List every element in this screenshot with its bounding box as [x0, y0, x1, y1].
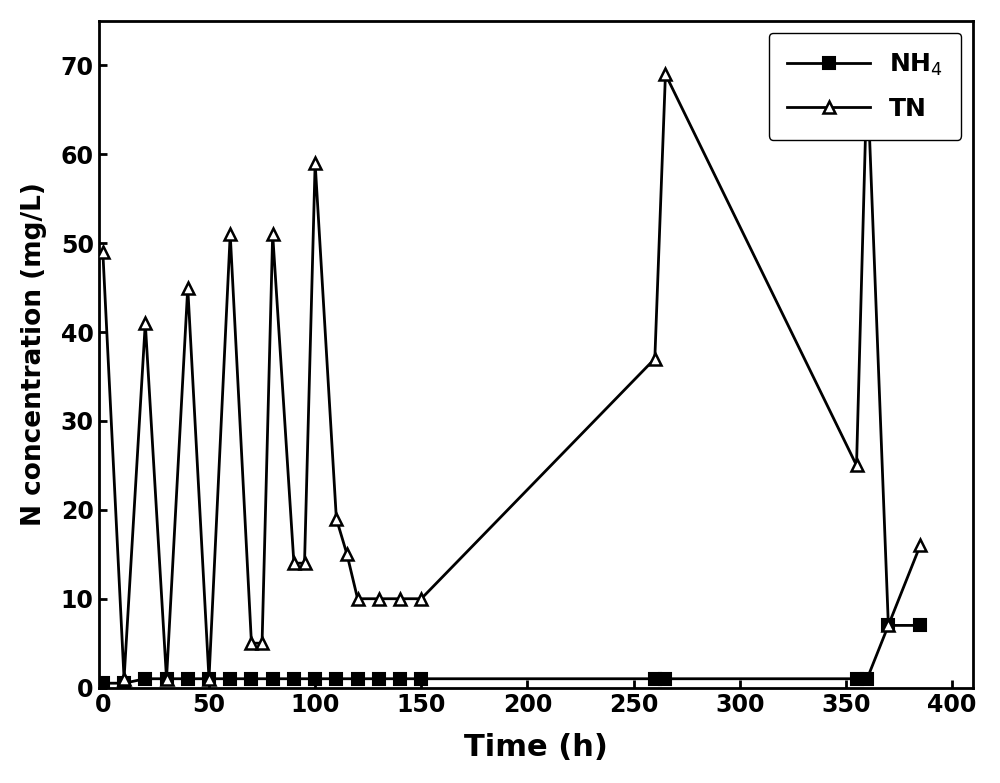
- TN: [182, 283, 194, 292]
- NH$_4$: [182, 674, 194, 684]
- NH$_4$: [245, 674, 257, 684]
- TN: [649, 354, 661, 363]
- NH$_4$: [659, 674, 671, 684]
- Line: TN: TN: [97, 69, 926, 684]
- NH$_4$: [203, 674, 215, 684]
- NH$_4$: [649, 674, 661, 684]
- NH$_4$: [352, 674, 364, 684]
- NH$_4$: [139, 674, 151, 684]
- TN: [914, 541, 926, 550]
- TN: [861, 70, 873, 79]
- NH$_4$: [394, 674, 406, 684]
- TN: [288, 558, 300, 568]
- NH$_4$: [118, 679, 130, 688]
- TN: [299, 558, 311, 568]
- TN: [415, 594, 427, 604]
- TN: [118, 674, 130, 684]
- NH$_4$: [415, 674, 427, 684]
- NH$_4$: [161, 674, 173, 684]
- TN: [394, 594, 406, 604]
- X-axis label: Time (h): Time (h): [464, 733, 608, 762]
- NH$_4$: [851, 674, 863, 684]
- NH$_4$: [373, 674, 385, 684]
- NH$_4$: [330, 674, 342, 684]
- TN: [341, 550, 353, 559]
- TN: [309, 158, 321, 168]
- TN: [203, 674, 215, 684]
- TN: [373, 594, 385, 604]
- TN: [267, 229, 279, 239]
- TN: [256, 638, 268, 648]
- NH$_4$: [97, 679, 109, 688]
- NH$_4$: [224, 674, 236, 684]
- TN: [659, 70, 671, 79]
- NH$_4$: [288, 674, 300, 684]
- TN: [139, 319, 151, 328]
- NH$_4$: [861, 674, 873, 684]
- Y-axis label: N concentration (mg/L): N concentration (mg/L): [21, 182, 47, 526]
- NH$_4$: [882, 621, 894, 630]
- NH$_4$: [914, 621, 926, 630]
- TN: [851, 460, 863, 470]
- TN: [97, 247, 109, 257]
- NH$_4$: [309, 674, 321, 684]
- Legend: NH$_4$, TN: NH$_4$, TN: [769, 33, 961, 139]
- Line: NH$_4$: NH$_4$: [97, 620, 926, 689]
- TN: [330, 514, 342, 523]
- TN: [352, 594, 364, 604]
- TN: [245, 638, 257, 648]
- TN: [161, 674, 173, 684]
- NH$_4$: [267, 674, 279, 684]
- TN: [882, 621, 894, 630]
- TN: [224, 229, 236, 239]
